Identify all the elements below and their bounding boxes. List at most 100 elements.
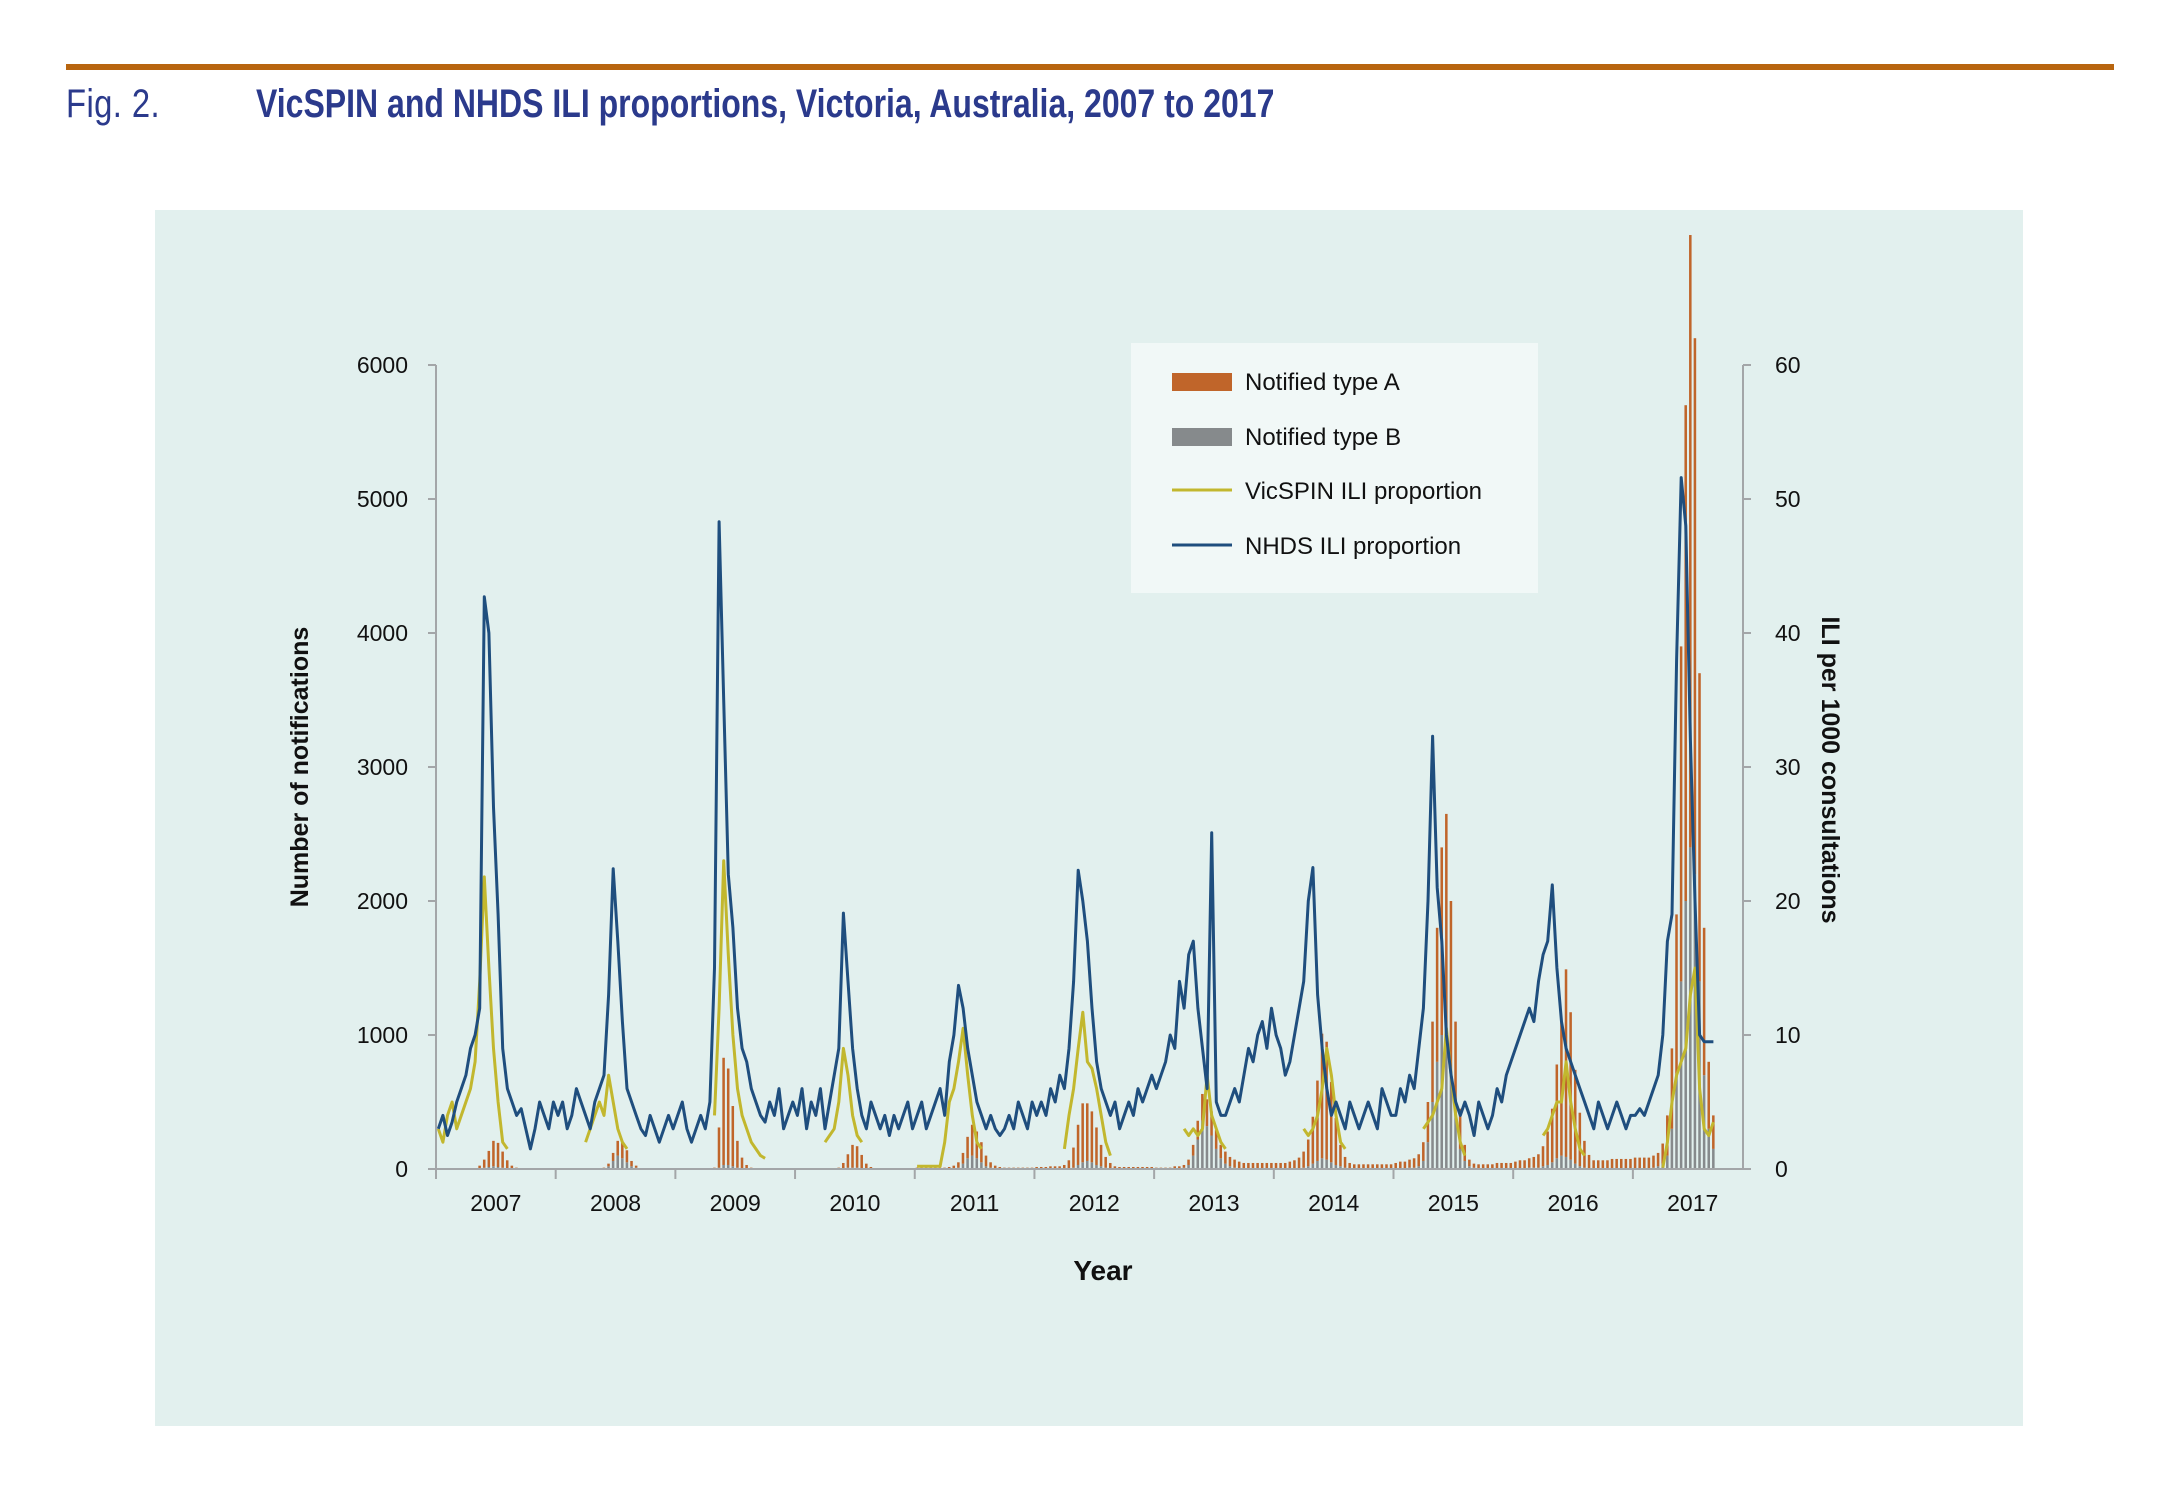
bar-type-b (722, 1164, 725, 1169)
bar-type-a (998, 1166, 1002, 1169)
right-tick-label: 40 (1775, 620, 1801, 646)
bar-type-b (1210, 1135, 1213, 1169)
bar-type-b (1546, 1164, 1549, 1169)
bar-type-a (1044, 1166, 1048, 1169)
right-tick-label: 20 (1775, 888, 1801, 914)
bar-type-a (505, 1160, 509, 1169)
bar-type-a (1702, 927, 1706, 1076)
bar-type-a (1150, 1166, 1153, 1169)
bar-type-a (1237, 1161, 1241, 1169)
bar-type-a (1587, 1154, 1591, 1169)
bar-type-a (984, 1155, 988, 1167)
bar-type-a (1141, 1166, 1144, 1169)
bar-type-b (980, 1162, 983, 1169)
bar-type-a (1352, 1164, 1356, 1169)
bar-type-a (1633, 1157, 1637, 1169)
bar-type-a (865, 1163, 868, 1169)
bar-type-a (980, 1142, 983, 1163)
bar-type-a (1679, 646, 1683, 982)
bar-type-a (1288, 1161, 1292, 1169)
legend-swatch-type-a (1172, 373, 1232, 391)
bar-type-a (492, 1140, 495, 1167)
bar-type-a (1624, 1158, 1628, 1169)
bar-type-a (1509, 1162, 1513, 1169)
bar-type-b (1560, 1155, 1563, 1169)
bar-type-a (1449, 901, 1453, 1076)
bar-type-b (1463, 1160, 1467, 1169)
bar-type-a (1348, 1162, 1351, 1169)
x-axis-ticks: 2007 2008 2009 2010 2011 2012 2013 2014 2015 2016… (435, 1169, 1718, 1216)
bar-type-a (1477, 1164, 1480, 1169)
bar-type-a (1399, 1161, 1402, 1169)
bar-type-a (1099, 1144, 1103, 1167)
bar-type-a (1610, 1158, 1614, 1169)
bar-type-a (1035, 1166, 1038, 1169)
bar-type-a (1592, 1160, 1595, 1169)
left-tick-label: 3000 (357, 754, 408, 780)
bar-type-a (970, 1124, 974, 1156)
bar-type-b (1564, 1156, 1568, 1169)
bar-type-a (1514, 1161, 1517, 1169)
right-tick-label: 0 (1775, 1156, 1788, 1182)
bar-type-a (842, 1162, 845, 1169)
x-tick-label: 2010 (829, 1190, 880, 1216)
bar-type-a (1500, 1162, 1503, 1169)
bar-type-a (1334, 1118, 1338, 1165)
bar-type-b (1334, 1164, 1338, 1169)
figure-label: Fig. 2. (66, 82, 161, 126)
bar-type-a (1233, 1159, 1236, 1168)
bar-type-b (1325, 1159, 1328, 1169)
bar-type-b (1205, 1126, 1209, 1169)
bar-type-b (1454, 1115, 1457, 1169)
bar-type-a (1311, 1116, 1315, 1164)
bar-type-a (1661, 1143, 1664, 1164)
bar-type-a (1182, 1164, 1186, 1168)
bar-type-b (970, 1155, 974, 1169)
bar-type-a (611, 1152, 615, 1161)
bar-type-a (993, 1165, 997, 1169)
left-tick-label: 6000 (357, 352, 408, 378)
nhds-ili-line (436, 476, 1714, 1151)
bar-type-b (1550, 1162, 1554, 1169)
bar-type-a (1201, 1093, 1204, 1121)
bar-type-b (1693, 874, 1697, 1169)
bar-type-a (1619, 1158, 1623, 1169)
bar-type-a (1606, 1160, 1609, 1169)
bar-type-b (1445, 1041, 1448, 1169)
bar-type-a (1224, 1151, 1227, 1164)
x-axis-title: Year (1073, 1255, 1132, 1286)
bar-type-a (1247, 1162, 1250, 1169)
bar-type-a (616, 1140, 619, 1156)
bar-type-b (1679, 981, 1683, 1169)
bar-type-a (1339, 1144, 1342, 1167)
bar-type-a (1458, 1108, 1462, 1149)
bar-type-a (1132, 1166, 1135, 1169)
bar-type-a (1403, 1161, 1407, 1169)
bar-type-a (1491, 1164, 1494, 1169)
bar-type-a (961, 1152, 965, 1164)
x-tick-label: 2014 (1308, 1190, 1359, 1216)
bar-type-a (1173, 1166, 1176, 1169)
bar-type-a (1081, 1103, 1084, 1163)
bar-type-b (731, 1166, 735, 1169)
left-tick-label: 1000 (357, 1022, 408, 1048)
bar-type-a (1615, 1158, 1618, 1169)
bar-type-a (1256, 1162, 1259, 1169)
bar-type-a (1297, 1157, 1301, 1169)
bar-type-b (1086, 1160, 1089, 1169)
bar-type-b (1191, 1155, 1195, 1169)
right-tick-label: 50 (1775, 486, 1801, 512)
bar-type-a (1454, 1021, 1457, 1116)
bar-type-a (1270, 1162, 1273, 1169)
bar-type-a (1578, 1112, 1582, 1167)
x-tick-label: 2012 (1069, 1190, 1120, 1216)
bar-type-b (625, 1162, 629, 1169)
bar-type-a (726, 1068, 730, 1165)
bar-type-b (1306, 1166, 1310, 1169)
left-tick-label: 5000 (357, 486, 408, 512)
left-axis-ticks: 0 1000 2000 3000 4000 5000 6000 (357, 352, 436, 1182)
bar-type-b (1329, 1162, 1333, 1169)
bar-type-a (1325, 1041, 1328, 1160)
bar-type-a (1302, 1151, 1305, 1168)
